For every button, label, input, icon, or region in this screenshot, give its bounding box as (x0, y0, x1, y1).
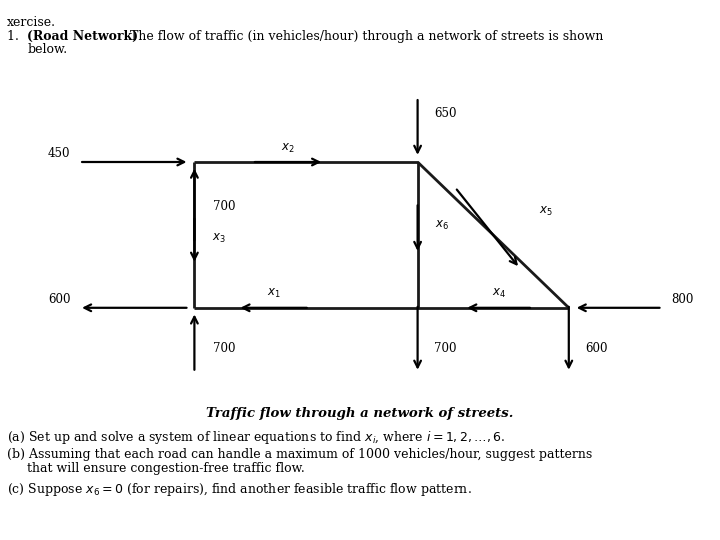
Text: $x_1$: $x_1$ (266, 287, 281, 300)
Text: xercise.: xercise. (7, 16, 56, 29)
Text: (Road Network): (Road Network) (27, 30, 138, 43)
Text: Traffic flow through a network of streets.: Traffic flow through a network of street… (207, 407, 513, 420)
Text: 1.: 1. (7, 30, 23, 43)
Text: 700: 700 (213, 200, 235, 213)
Text: that will ensure congestion-free traffic flow.: that will ensure congestion-free traffic… (7, 462, 305, 475)
Text: 600: 600 (48, 293, 71, 306)
Text: 700: 700 (434, 342, 456, 355)
Text: $x_2$: $x_2$ (281, 141, 295, 154)
Text: The flow of traffic (in vehicles/hour) through a network of streets is shown: The flow of traffic (in vehicles/hour) t… (126, 30, 603, 43)
Text: $x_6$: $x_6$ (435, 219, 449, 232)
Text: below.: below. (27, 43, 68, 56)
Text: $x_3$: $x_3$ (212, 232, 225, 245)
Text: 700: 700 (213, 342, 235, 355)
Text: (a) Set up and solve a system of linear equations to find $x_i$, where $i = 1, 2: (a) Set up and solve a system of linear … (7, 429, 505, 446)
Text: (c) Suppose $x_6 = 0$ (for repairs), find another feasible traffic flow pattern.: (c) Suppose $x_6 = 0$ (for repairs), fin… (7, 481, 472, 497)
Text: 650: 650 (434, 107, 456, 120)
Text: 800: 800 (671, 293, 694, 306)
Text: $x_4$: $x_4$ (492, 287, 506, 300)
Text: 600: 600 (585, 342, 608, 355)
Text: (b) Assuming that each road can handle a maximum of 1000 vehicles/hour, suggest : (b) Assuming that each road can handle a… (7, 448, 593, 461)
Text: $x_5$: $x_5$ (539, 205, 552, 218)
Text: 450: 450 (48, 147, 71, 160)
